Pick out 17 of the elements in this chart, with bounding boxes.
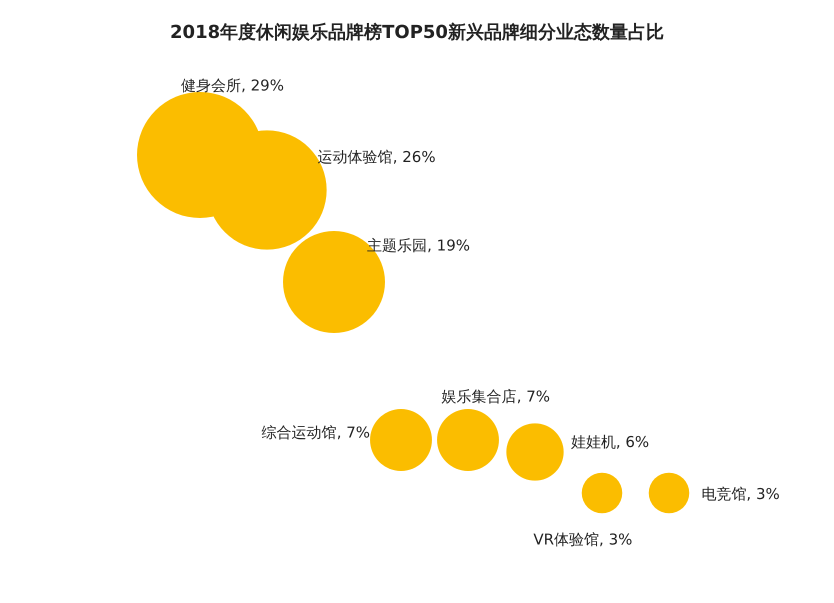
data-label: , 3%	[746, 485, 780, 504]
data-label: , 19%	[427, 236, 470, 254]
data-label: , 26%	[392, 148, 436, 166]
text: 2018年度休闲娱乐品牌榜TOP50新兴品牌细分业态数量占比	[170, 22, 664, 43]
data-label: , 7%	[516, 388, 550, 406]
data-label: , 6%	[616, 432, 650, 451]
category-label: 健身会所	[181, 76, 242, 95]
category-label: 娱乐集合店	[442, 388, 517, 406]
category-label: 运动体验馆	[318, 148, 393, 166]
category-label: 主题乐园	[367, 236, 428, 254]
data-label: , 29%	[241, 76, 284, 95]
data-label: , 7%	[336, 423, 370, 442]
category-label: 电竞馆	[701, 485, 746, 504]
category-label: 娃娃机	[570, 432, 616, 451]
category-label: VR体验馆	[533, 530, 600, 549]
data-label: , 3%	[599, 530, 632, 549]
category-label: 综合运动馆	[262, 423, 337, 442]
